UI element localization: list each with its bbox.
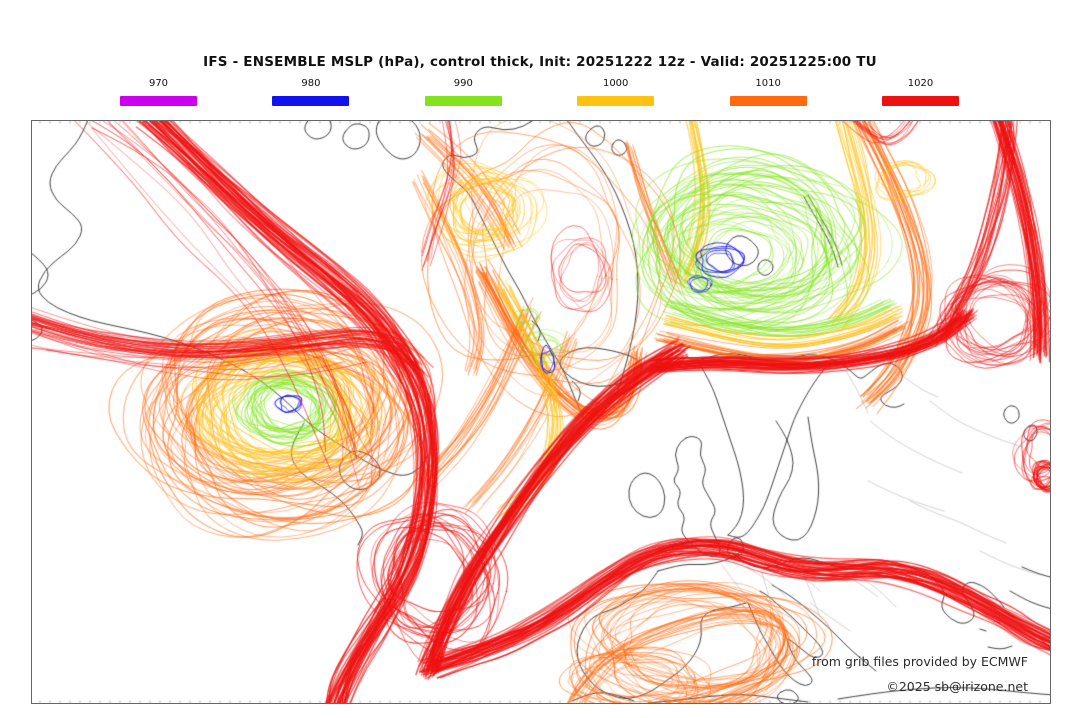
legend-swatch bbox=[577, 96, 655, 106]
legend-label: 1020 bbox=[907, 78, 934, 89]
legend-label: 1000 bbox=[602, 78, 629, 89]
map-area: from grib files provided by ECMWF ©2025 … bbox=[31, 120, 1051, 704]
legend-item-1000: 1000 bbox=[577, 78, 655, 106]
legend-swatch bbox=[882, 96, 959, 106]
attribution-copyright: ©2025 sb@irizone.net bbox=[886, 679, 1028, 694]
legend-item-1010: 1010 bbox=[729, 78, 807, 106]
legend-label: 1010 bbox=[755, 78, 781, 89]
legend-swatch bbox=[272, 96, 350, 106]
legend-item-990: 990 bbox=[424, 78, 502, 106]
chart-title: IFS - ENSEMBLE MSLP (hPa), control thick… bbox=[203, 54, 877, 70]
ensemble-contour-canvas bbox=[32, 121, 1050, 703]
legend-swatch bbox=[729, 96, 807, 106]
legend-label: 970 bbox=[148, 78, 169, 89]
pressure-legend: 970 980 990 1000 1010 1020 bbox=[0, 0, 1080, 115]
legend-swatch bbox=[120, 96, 197, 106]
legend-label: 980 bbox=[301, 78, 321, 89]
legend-item-980: 980 bbox=[272, 78, 350, 106]
legend-swatch bbox=[424, 96, 502, 106]
attribution-source: from grib files provided by ECMWF bbox=[811, 654, 1028, 669]
attribution: from grib files provided by ECMWF ©2025 … bbox=[812, 649, 1028, 699]
legend-item-970: 970 bbox=[120, 78, 197, 106]
legend-label: 990 bbox=[453, 78, 473, 89]
legend-item-1020: 1020 bbox=[882, 78, 959, 106]
